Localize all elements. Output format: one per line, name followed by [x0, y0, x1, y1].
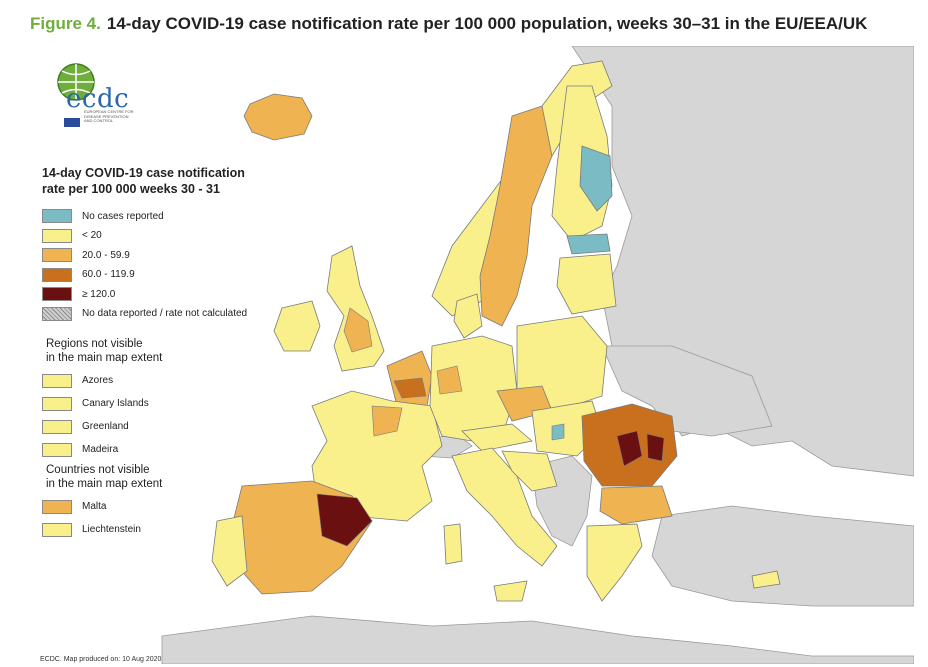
- ukraine-land: [601, 345, 773, 437]
- france-orange-regions: [371, 405, 403, 437]
- legend-item-under-20: < 20: [42, 227, 272, 245]
- figure-title: Figure 4. 14-day COVID-19 case notificati…: [30, 14, 867, 34]
- bulgaria: [599, 485, 673, 525]
- estonia: [566, 233, 611, 255]
- croatia-slovenia: [501, 450, 558, 492]
- region-item-azores: Azores: [42, 371, 272, 391]
- figure-label: Figure 4.: [30, 14, 101, 33]
- portugal: [211, 515, 248, 587]
- country-item-liechtenstein: Liechtenstein: [42, 520, 272, 540]
- legend-item-120-plus: ≥ 120.0: [42, 285, 272, 303]
- legend-label: 20.0 - 59.9: [82, 249, 130, 261]
- legend-item-no-cases: No cases reported: [42, 207, 272, 225]
- map-frame: [12, 46, 914, 664]
- hungary-no-cases-spot: [551, 423, 565, 441]
- legend-swatch: [42, 248, 72, 262]
- legend-swatch: [42, 306, 72, 321]
- austria: [461, 423, 533, 452]
- map-legend: 14-day COVID-19 case notification rate p…: [42, 165, 272, 543]
- ireland: [273, 300, 321, 352]
- latvia-lithuania: [556, 253, 617, 315]
- countries-heading-line2: in the main map extent: [46, 477, 163, 490]
- legend-item-20-59: 20.0 - 59.9: [42, 246, 272, 264]
- spain-dark-region: [316, 493, 373, 547]
- figure-title-text: 14-day COVID-19 case notification rate p…: [106, 14, 868, 33]
- region-item-canary-islands: Canary Islands: [42, 394, 272, 414]
- countries-not-visible-heading: Countries not visible in the main map ex…: [46, 463, 272, 491]
- ecdc-logo-subtext: EUROPEAN CENTRE FOR DISEASE PREVENTION A…: [84, 109, 134, 123]
- cyprus: [751, 570, 781, 589]
- legend-label: No data reported / rate not calculated: [82, 308, 248, 319]
- legend-swatch: [42, 499, 72, 514]
- sweden: [479, 105, 553, 327]
- finland-east-no-cases: [579, 145, 613, 212]
- ecdc-globe-icon: [57, 63, 95, 127]
- legend-label: Azores: [82, 375, 114, 386]
- country-item-malta: Malta: [42, 497, 272, 517]
- legend-label: Madeira: [82, 444, 119, 455]
- legend-label: Greenland: [82, 421, 129, 432]
- regions-heading-line1: Regions not visible: [46, 337, 143, 350]
- north-africa-land: [161, 615, 914, 664]
- legend-label: 60.0 - 119.9: [82, 269, 135, 280]
- legend-title-line1: 14-day COVID-19 case notification: [42, 166, 245, 180]
- sardinia: [443, 523, 463, 565]
- legend-swatch: [42, 396, 72, 411]
- denmark: [453, 293, 483, 339]
- legend-swatch: [42, 522, 72, 537]
- legend-swatch: [42, 373, 72, 388]
- netherlands-belgium: [386, 350, 433, 407]
- legend-swatch: [42, 419, 72, 434]
- iceland: [243, 93, 313, 141]
- regions-heading-line2: in the main map extent: [46, 351, 163, 364]
- europe-map: [161, 46, 914, 664]
- legend-item-no-data: No data reported / rate not calculated: [42, 305, 272, 323]
- legend-label: Malta: [82, 501, 107, 512]
- legend-item-60-119: 60.0 - 119.9: [42, 266, 272, 284]
- regions-not-visible-heading: Regions not visible in the main map exte…: [46, 337, 272, 365]
- legend-label: ≥ 120.0: [82, 288, 116, 300]
- legend-label: Canary Islands: [82, 398, 149, 409]
- legend-title-line2: rate per 100 000 weeks 30 - 31: [42, 182, 220, 196]
- sicily: [493, 580, 528, 602]
- legend-swatch: [42, 267, 72, 282]
- legend-label: Liechtenstein: [82, 524, 141, 535]
- legend-swatch: [42, 287, 72, 301]
- france: [311, 390, 443, 522]
- italy: [451, 447, 558, 567]
- legend-label: < 20: [82, 230, 102, 241]
- countries-heading-line1: Countries not visible: [46, 463, 150, 476]
- legend-swatch: [42, 442, 72, 457]
- legend-swatch: [42, 209, 72, 223]
- map-footer: ECDC. Map produced on: 10 Aug 2020: [40, 656, 162, 663]
- turkey-land: [651, 505, 914, 607]
- legend-label: No cases reported: [82, 210, 164, 222]
- region-item-madeira: Madeira: [42, 440, 272, 460]
- uk: [326, 245, 385, 372]
- greece: [586, 523, 643, 602]
- uk-orange-regions: [343, 307, 373, 353]
- ecdc-logo-text: ecdc: [66, 84, 130, 114]
- romania-dark-regions: [616, 430, 665, 467]
- region-item-greenland: Greenland: [42, 417, 272, 437]
- legend-swatch: [42, 228, 72, 243]
- germany-orange-region: [436, 365, 463, 395]
- belgium-dark: [393, 377, 427, 399]
- legend-title: 14-day COVID-19 case notification rate p…: [42, 165, 272, 197]
